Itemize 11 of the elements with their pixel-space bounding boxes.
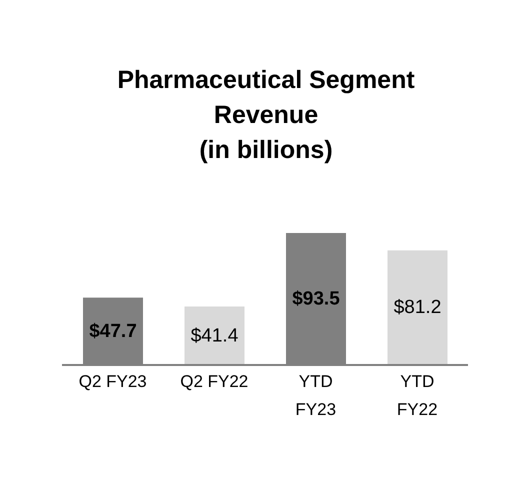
x-tick-label: YTD FY22	[396, 372, 438, 419]
bar	[388, 250, 448, 365]
x-tick-label: Q2 FY23	[78, 372, 147, 391]
chart-title: Pharmaceutical Segment Revenue (in billions)	[116, 65, 416, 166]
data-label: $93.5	[292, 288, 340, 310]
x-tick-label: Q2 FY22	[180, 372, 248, 391]
bar	[184, 306, 244, 365]
x-tick-label: YTD FY23	[295, 372, 336, 419]
data-label: $41.4	[190, 325, 239, 346]
data-label: $47.7	[89, 320, 137, 342]
data-label: $81.2	[394, 297, 442, 318]
